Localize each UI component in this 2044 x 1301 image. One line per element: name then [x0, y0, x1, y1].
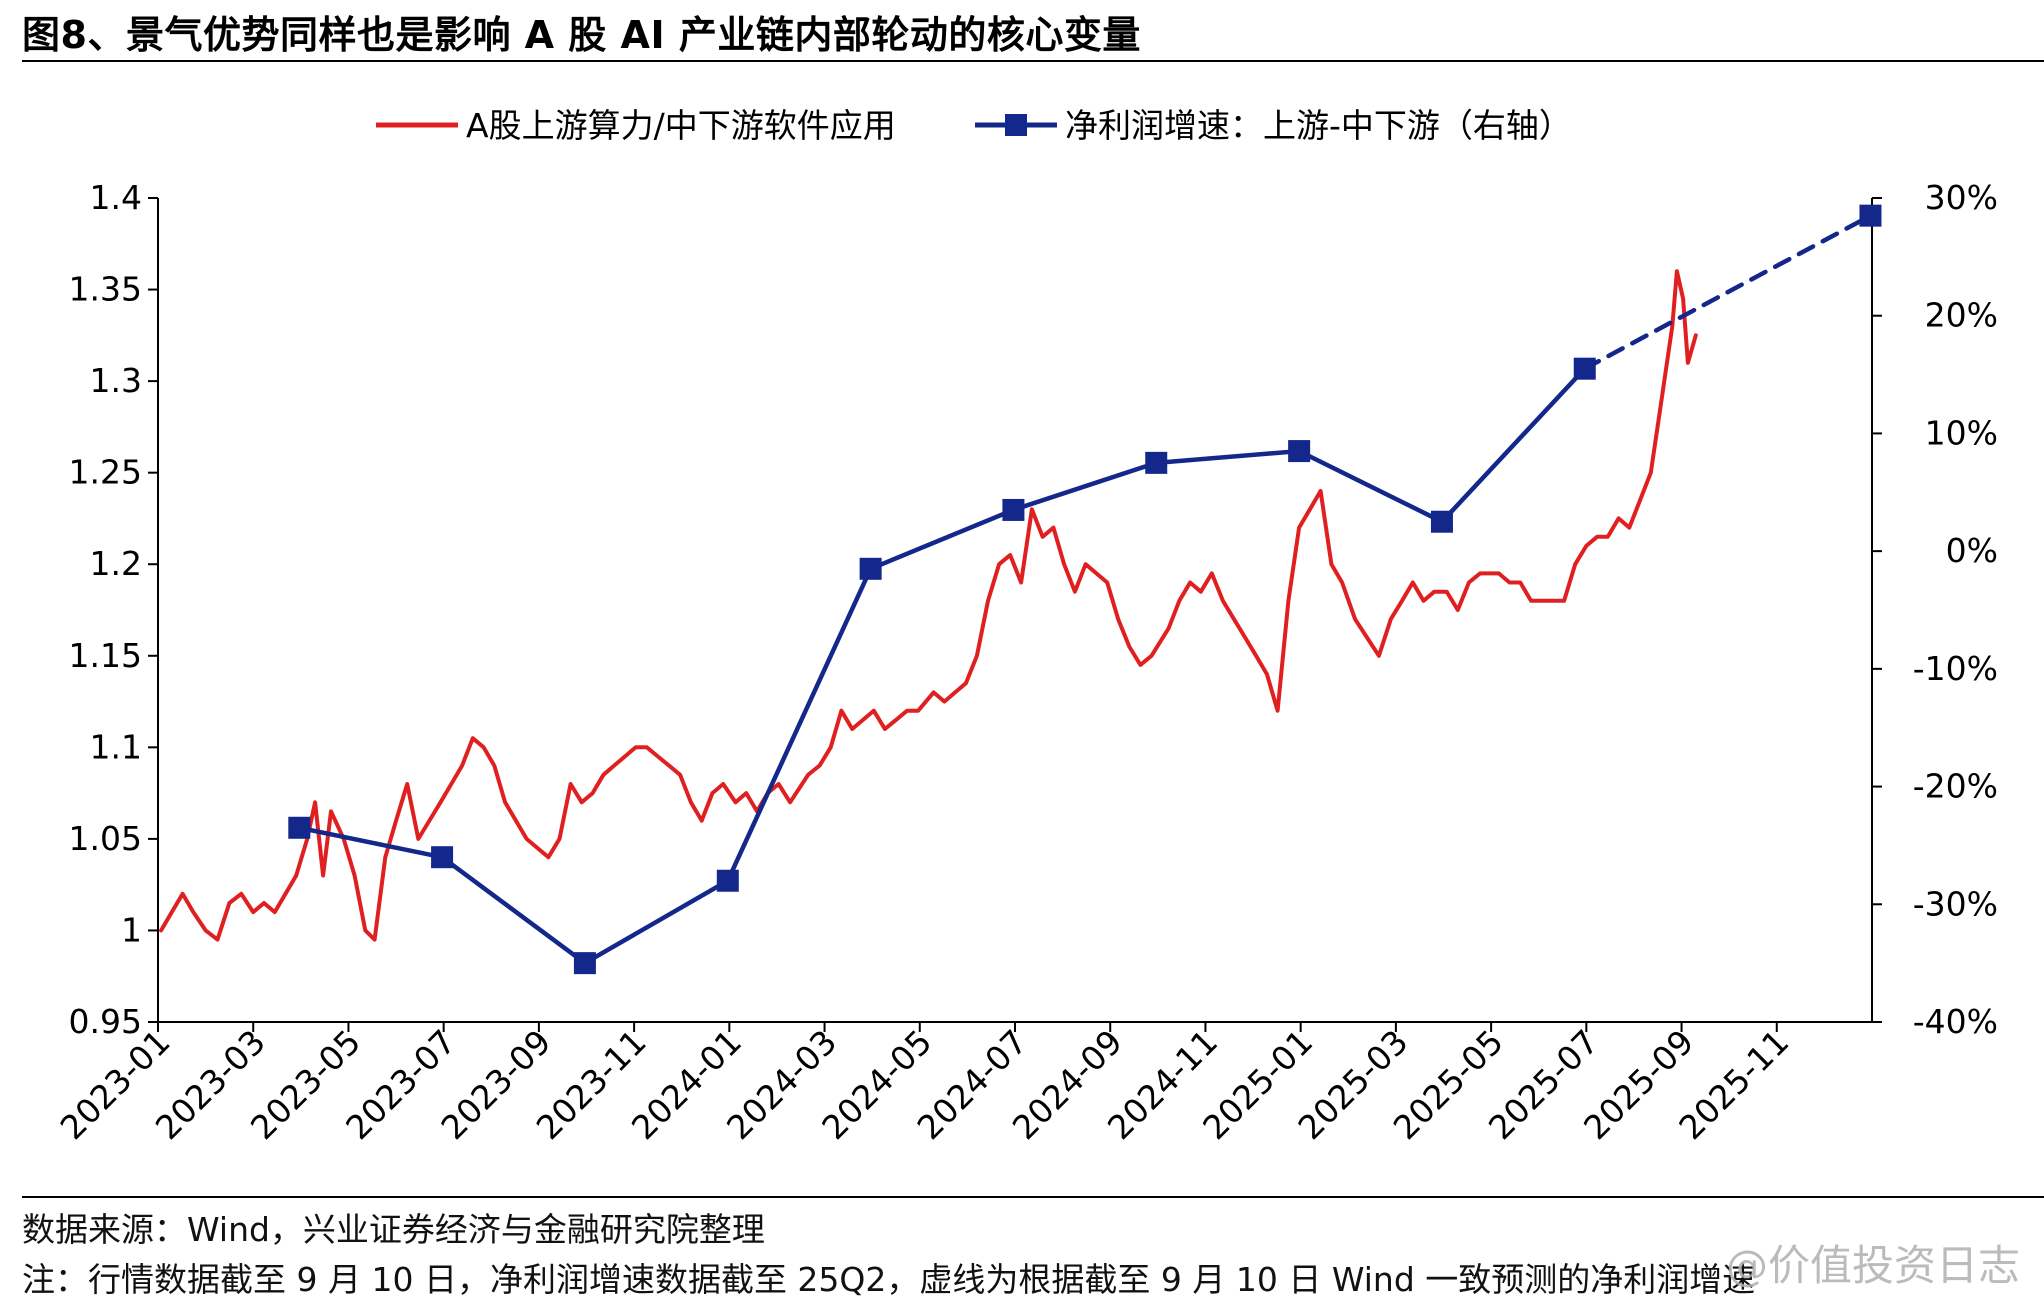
- title-divider: [22, 60, 2044, 62]
- series-line-growth-forecast: [1582, 213, 1873, 371]
- y-left-tick-label: 1.1: [90, 727, 142, 766]
- growth-marker: [859, 557, 882, 580]
- growth-marker: [431, 846, 454, 869]
- chart-title: 图8、景气优势同样也是影响 A 股 AI 产业链内部轮动的核心变量: [22, 13, 1141, 57]
- legend-label-ratio: A股上游算力/中下游软件应用: [466, 106, 896, 145]
- y-right-tick-label: 30%: [1925, 178, 1998, 217]
- y-right-tick-label: 10%: [1925, 413, 1998, 452]
- growth-marker: [1430, 510, 1453, 533]
- source-note: 数据来源：Wind，兴业证券经济与金融研究院整理: [22, 1210, 765, 1249]
- footer-divider: [22, 1196, 2044, 1198]
- watermark: @价值投资日志: [1725, 1241, 2020, 1290]
- y-right-tick-label: 0%: [1946, 531, 1998, 570]
- growth-marker: [288, 816, 311, 839]
- legend-marker-growth: [1005, 114, 1027, 136]
- series-line-ratio: [159, 269, 1698, 942]
- legend: A股上游算力/中下游软件应用 净利润增速：上游-中下游（右轴）: [376, 106, 1572, 145]
- y-left-tick-label: 1: [121, 910, 142, 949]
- series-line-growth: [297, 366, 1587, 966]
- growth-marker: [1145, 451, 1168, 474]
- growth-marker: [716, 869, 739, 892]
- growth-marker: [1002, 498, 1025, 521]
- y-left-tick-label: 1.3: [90, 361, 142, 400]
- y-right-tick-label: -20%: [1913, 767, 1998, 806]
- y-left-tick-label: 1.05: [69, 819, 142, 858]
- y-left-tick-label: 1.4: [90, 178, 142, 217]
- y-right-tick-label: -40%: [1913, 1002, 1998, 1041]
- y-right-tick-label: -30%: [1913, 884, 1998, 923]
- axes: 0.95 1 1.05 1.1 1.15 1.2 1.25 1.3 1.35 1.4 -40% -30…: [53, 178, 1998, 1147]
- growth-marker: [1288, 440, 1311, 463]
- growth-marker: [573, 952, 596, 975]
- growth-marker: [1859, 204, 1882, 227]
- y-right-tick-label: 20%: [1925, 296, 1998, 335]
- series-layer: [159, 204, 1882, 975]
- y-left-tick-label: 0.95: [69, 1002, 142, 1041]
- legend-label-growth: 净利润增速：上游-中下游（右轴）: [1065, 106, 1572, 145]
- y-left-tick-label: 1.2: [90, 544, 142, 583]
- y-left-tick-label: 1.35: [69, 270, 142, 309]
- y-left-tick-label: 1.25: [69, 453, 142, 492]
- y-right-tick-label: -10%: [1913, 649, 1998, 688]
- footnote: 注：行情数据截至 9 月 10 日，净利润增速数据截至 25Q2，虚线为根据截至…: [22, 1260, 1756, 1299]
- y-left-tick-label: 1.15: [69, 636, 142, 675]
- chart: A股上游算力/中下游软件应用 净利润增速：上游-中下游（右轴） 0.95 1 1.0…: [53, 106, 1998, 1147]
